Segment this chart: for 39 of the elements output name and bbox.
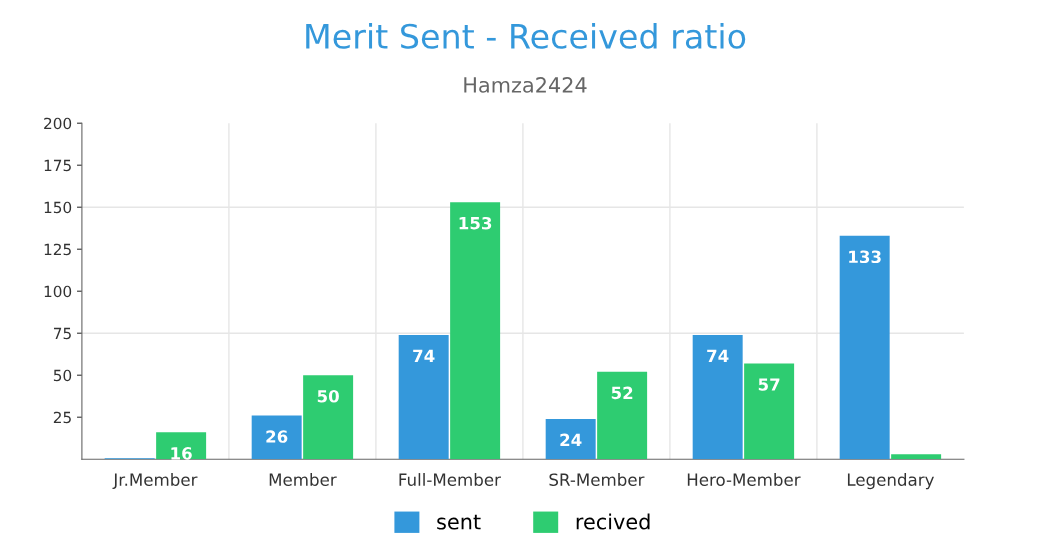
bar <box>450 202 501 460</box>
bar <box>692 334 743 460</box>
data-label: 50 <box>317 389 339 403</box>
data-label: 74 <box>413 349 435 362</box>
data-label: 26 <box>266 430 288 443</box>
bar <box>744 363 795 460</box>
x-tick-label: Member <box>269 473 337 486</box>
y-tick-label: 200 <box>44 117 72 130</box>
y-tick-label: 50 <box>53 369 72 382</box>
data-label: 133 <box>849 250 881 264</box>
bar <box>545 418 596 460</box>
y-tick-label: 150 <box>44 201 72 214</box>
data-label: 74 <box>707 349 729 362</box>
y-tick-label: 100 <box>44 285 72 298</box>
x-tick-label: SR-Member <box>549 473 645 486</box>
chart-title: Merit Sent - Received ratio <box>306 23 746 49</box>
bar <box>156 432 207 460</box>
y-tick-label: 25 <box>53 411 71 424</box>
data-label: 57 <box>758 378 780 391</box>
bar <box>597 371 648 460</box>
data-label: 16 <box>171 447 192 460</box>
x-tick-label: Legendary <box>847 473 934 490</box>
x-tick-label: Full-Member <box>399 473 501 486</box>
y-tick-label: 175 <box>44 159 71 172</box>
chart-subtitle: Hamza2424 <box>464 77 587 93</box>
data-label: 52 <box>611 386 633 400</box>
x-tick-label: Jr.Member <box>112 473 198 490</box>
data-label: 24 <box>560 433 582 446</box>
legend-label: sent <box>437 514 481 530</box>
y-tick-label: 75 <box>53 327 71 340</box>
bar <box>398 334 449 460</box>
bar <box>839 235 890 460</box>
y-tick-label: 125 <box>44 243 71 256</box>
bar <box>251 415 302 460</box>
legend-label: recived <box>576 513 650 530</box>
data-label: 153 <box>459 216 492 230</box>
bar <box>891 454 942 460</box>
x-tick-label: Hero-Member <box>687 473 801 486</box>
bar <box>303 375 354 460</box>
